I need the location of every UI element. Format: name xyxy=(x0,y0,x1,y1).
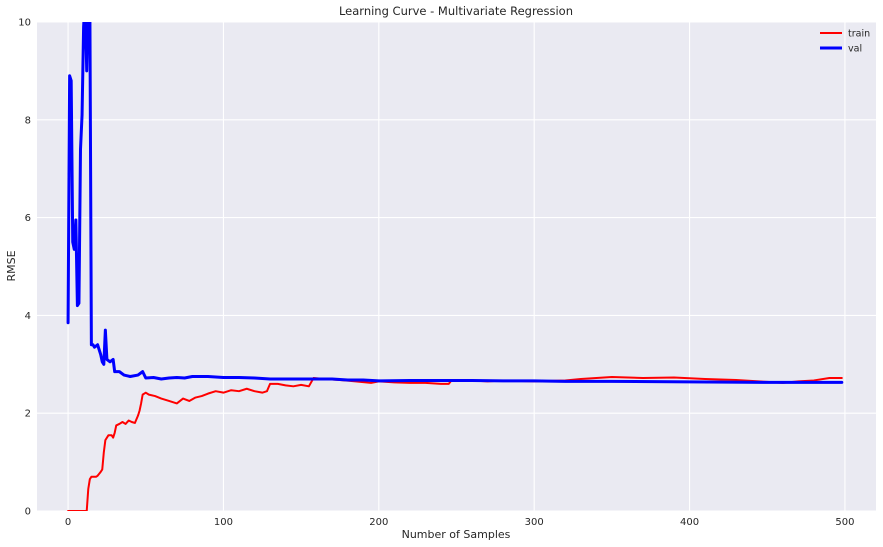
x-tick-label: 300 xyxy=(525,517,544,528)
x-axis-label: Number of Samples xyxy=(402,528,511,541)
x-tick-label: 400 xyxy=(680,517,699,528)
legend: train val xyxy=(820,29,870,55)
legend-label-val: val xyxy=(848,44,862,55)
y-axis-label: RMSE xyxy=(5,250,18,281)
x-tick-label: 100 xyxy=(214,517,233,528)
x-tick-label: 0 xyxy=(65,517,71,528)
tick-labels: 0 100 200 300 400 500 0 2 4 6 8 10 xyxy=(18,18,854,529)
series-lines xyxy=(66,22,844,511)
legend-label-train: train xyxy=(848,29,870,40)
y-tick-label: 6 xyxy=(25,213,31,224)
y-tick-label: 2 xyxy=(25,409,31,420)
x-tick-label: 500 xyxy=(835,517,854,528)
y-tick-label: 4 xyxy=(25,311,31,322)
series-line-val xyxy=(66,22,844,384)
grid xyxy=(37,21,876,512)
plot-background xyxy=(37,22,876,511)
x-tick-label: 200 xyxy=(369,517,388,528)
chart-title: Learning Curve - Multivariate Regression xyxy=(339,4,573,18)
y-tick-label: 0 xyxy=(25,507,31,518)
y-tick-label: 8 xyxy=(25,115,31,126)
y-tick-label: 10 xyxy=(18,18,31,29)
